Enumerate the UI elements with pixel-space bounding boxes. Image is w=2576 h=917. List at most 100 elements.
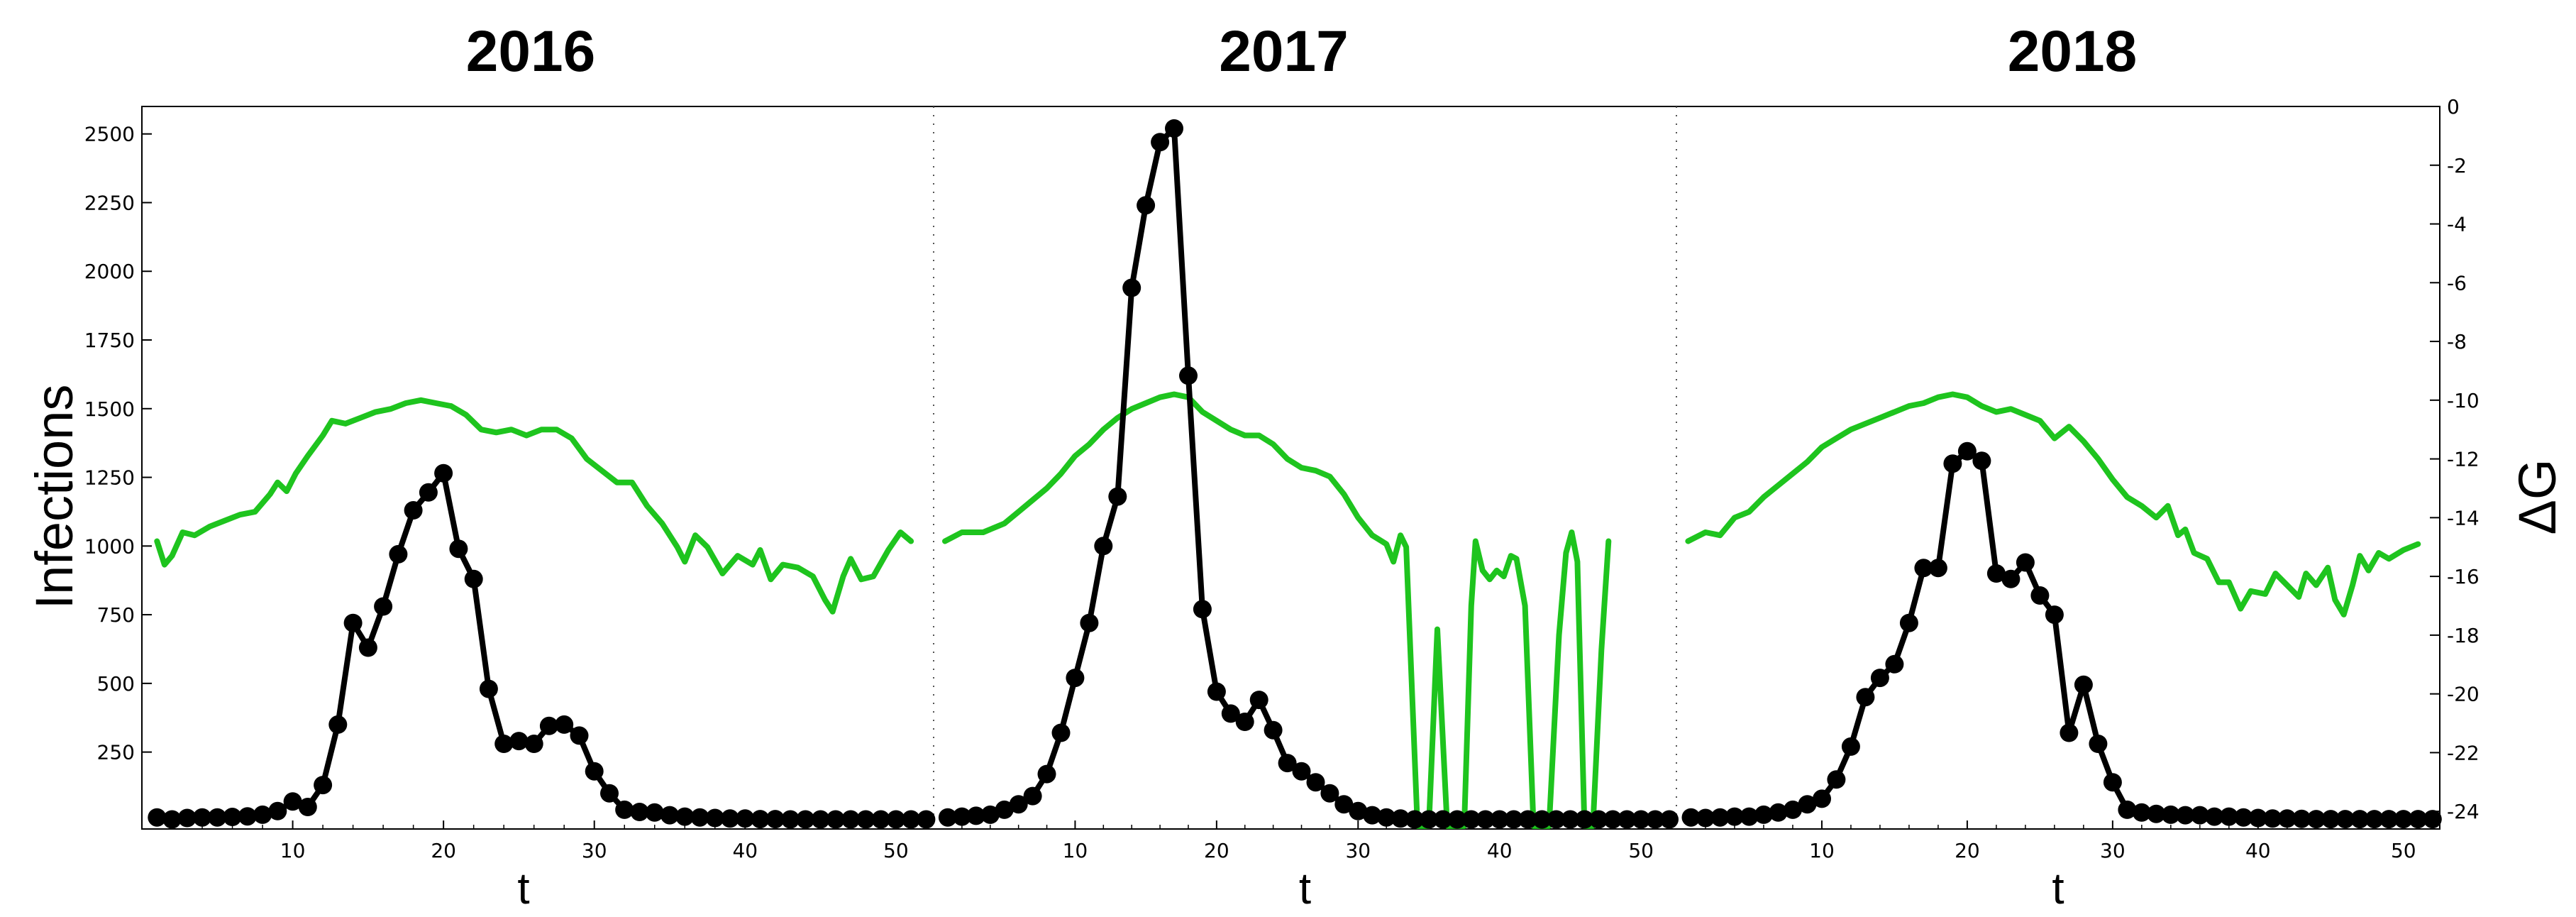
infections-point xyxy=(1696,808,1715,828)
infections-point xyxy=(1349,801,1368,820)
infections-point xyxy=(796,810,815,829)
infections-point xyxy=(2350,810,2370,829)
infections-point xyxy=(2321,810,2340,829)
infections-point xyxy=(2045,605,2064,625)
infections-point xyxy=(1547,810,1566,829)
infections-point xyxy=(1490,810,1509,829)
infections-point xyxy=(1306,773,1325,792)
infections-point xyxy=(193,808,211,827)
infections-point xyxy=(1754,805,1773,824)
infections-line-2016 xyxy=(156,470,927,823)
infections-point xyxy=(781,810,800,829)
infections-line-2017 xyxy=(947,126,1669,823)
infections-point xyxy=(675,807,695,826)
infections-point xyxy=(1589,810,1608,829)
infections-point xyxy=(1292,762,1311,781)
infections-point xyxy=(1391,809,1410,828)
infections-point xyxy=(2060,723,2079,742)
infections-point xyxy=(2306,810,2326,829)
infections-point xyxy=(2263,809,2282,828)
infections-point xyxy=(343,613,363,632)
x-tick-label: 40 xyxy=(1487,839,1513,862)
y-right-tick-label: -22 xyxy=(2447,741,2480,764)
infections-point xyxy=(2016,553,2035,572)
plot-frame xyxy=(141,106,2440,830)
x-tick-label: 30 xyxy=(2100,839,2126,862)
infections-point xyxy=(600,784,619,803)
x-tick-label: 40 xyxy=(732,839,758,862)
delta-g-line-2018 xyxy=(1685,391,2421,617)
infections-point xyxy=(1320,784,1339,803)
delta-g-line-2016 xyxy=(154,397,914,615)
y-right-tick-label: -4 xyxy=(2447,213,2467,236)
infections-point xyxy=(1221,704,1240,723)
y-left-tick-label: 2500 xyxy=(84,123,135,146)
y-right-tick-label: -14 xyxy=(2447,506,2480,529)
infections-point xyxy=(358,638,377,657)
y-left-tick-label: 250 xyxy=(97,741,135,764)
infections-point xyxy=(1433,810,1452,829)
x-tick-label: 50 xyxy=(2391,839,2416,862)
infections-point xyxy=(2176,806,2195,825)
y-left-tick-label: 750 xyxy=(97,603,135,627)
infections-point xyxy=(1928,559,1947,578)
infections-point xyxy=(2089,735,2108,753)
infections-point xyxy=(1798,795,1817,814)
infections-point xyxy=(1122,278,1141,297)
y-left-tick-label: 1000 xyxy=(84,534,135,558)
infections-point xyxy=(2248,808,2267,828)
infections-point xyxy=(1784,800,1802,819)
y-right-tick-label: 0 xyxy=(2447,95,2460,119)
infections-point xyxy=(1151,133,1170,152)
infections-point xyxy=(253,805,272,824)
y-left-tick-label: 1750 xyxy=(84,329,135,352)
infections-point xyxy=(268,801,287,820)
infections-point xyxy=(645,803,664,822)
infections-point xyxy=(419,483,438,502)
x-tick-label: 10 xyxy=(280,839,306,862)
infections-point xyxy=(1249,691,1268,710)
infections-point xyxy=(2292,809,2311,828)
x-tick-label: 10 xyxy=(1063,839,1088,862)
infections-point xyxy=(1813,789,1831,808)
infections-point xyxy=(238,807,257,826)
infections-point xyxy=(1334,795,1354,814)
infections-point xyxy=(1264,720,1283,740)
infections-point xyxy=(1051,723,1071,742)
infections-point xyxy=(1080,613,1099,632)
y-right-tick-label: -12 xyxy=(2447,448,2480,471)
x-tick-label: 50 xyxy=(883,839,909,862)
infections-point xyxy=(871,810,890,829)
infections-point xyxy=(2205,807,2224,826)
x-axis-label: t xyxy=(2052,864,2064,913)
infections-point xyxy=(298,798,317,816)
infections-line-2018 xyxy=(1691,448,2433,823)
infections-point xyxy=(1603,810,1623,829)
y-right-tick-label: -20 xyxy=(2447,683,2480,706)
infections-point xyxy=(494,735,514,753)
infections-point xyxy=(826,810,845,829)
infections-point xyxy=(1740,807,1759,826)
y-left-tick-label: 500 xyxy=(97,672,135,696)
infections-point xyxy=(2277,809,2296,828)
infections-point xyxy=(2219,807,2238,826)
infections-point xyxy=(615,800,634,819)
infections-point xyxy=(1504,810,1523,829)
infections-point xyxy=(1943,454,1962,473)
infections-point xyxy=(902,810,921,829)
infections-point xyxy=(2118,800,2137,819)
delta-g-line-2017 xyxy=(942,391,1612,829)
infections-point xyxy=(811,810,830,829)
panel-title-2018: 2018 xyxy=(2008,19,2137,84)
infections-point xyxy=(1137,196,1156,215)
infections-point xyxy=(856,810,875,829)
infections-point xyxy=(1420,810,1438,829)
y-right-tick-label: -6 xyxy=(2447,271,2467,295)
infections-point xyxy=(1725,807,1744,826)
infections-point xyxy=(1856,688,1875,707)
infections-point xyxy=(2147,804,2166,823)
infections-point xyxy=(705,808,724,828)
infections-point xyxy=(509,732,529,751)
panel-title-2016: 2016 xyxy=(466,19,595,84)
